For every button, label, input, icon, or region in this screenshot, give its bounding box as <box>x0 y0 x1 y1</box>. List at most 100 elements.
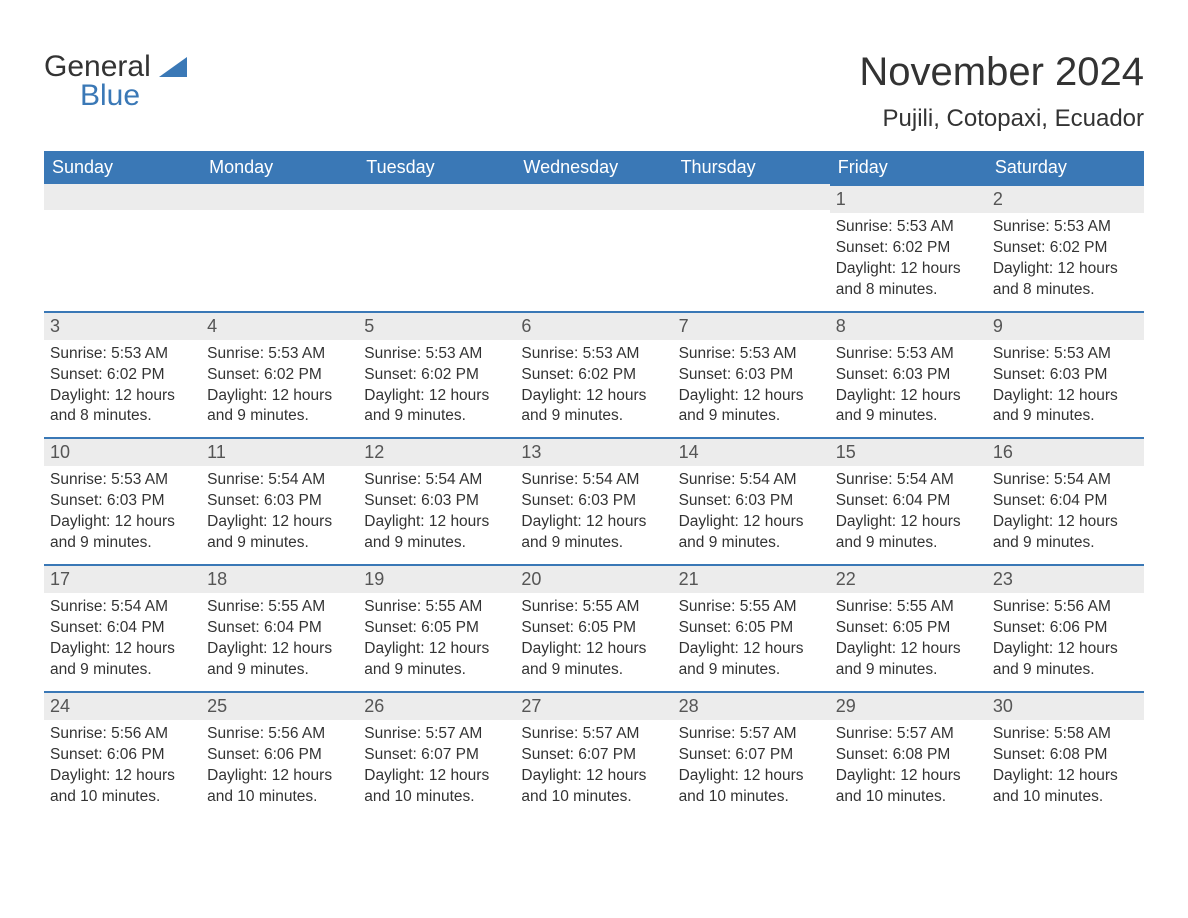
dl1-text: Daylight: 12 hours <box>521 386 666 407</box>
dl2-text: and 9 minutes. <box>679 660 824 681</box>
sunrise-text: Sunrise: 5:53 AM <box>836 217 981 238</box>
brand-text-2: Blue <box>80 79 187 113</box>
sunset-text: Sunset: 6:03 PM <box>679 365 824 386</box>
sunrise-text: Sunrise: 5:55 AM <box>679 597 824 618</box>
day-details: Sunrise: 5:54 AMSunset: 6:03 PMDaylight:… <box>358 466 515 554</box>
date-number: 10 <box>44 437 201 466</box>
sunset-text: Sunset: 6:02 PM <box>836 238 981 259</box>
calendar-cell: 15Sunrise: 5:54 AMSunset: 6:04 PMDayligh… <box>830 427 987 554</box>
calendar-cell <box>44 184 201 301</box>
sunrise-text: Sunrise: 5:53 AM <box>364 344 509 365</box>
date-number: 30 <box>987 691 1144 720</box>
date-number: 9 <box>987 311 1144 340</box>
sunrise-text: Sunrise: 5:58 AM <box>993 724 1138 745</box>
sunset-text: Sunset: 6:03 PM <box>836 365 981 386</box>
sunrise-text: Sunrise: 5:55 AM <box>207 597 352 618</box>
day-header: Thursday <box>673 151 830 184</box>
date-number: 6 <box>515 311 672 340</box>
dl1-text: Daylight: 12 hours <box>50 766 195 787</box>
calendar-cell: 14Sunrise: 5:54 AMSunset: 6:03 PMDayligh… <box>673 427 830 554</box>
brand-text-1: General <box>44 50 151 83</box>
calendar-cell <box>673 184 830 301</box>
dl1-text: Daylight: 12 hours <box>993 259 1138 280</box>
dl1-text: Daylight: 12 hours <box>679 639 824 660</box>
date-number: 23 <box>987 564 1144 593</box>
sunset-text: Sunset: 6:02 PM <box>364 365 509 386</box>
day-details: Sunrise: 5:53 AMSunset: 6:02 PMDaylight:… <box>358 340 515 428</box>
dl2-text: and 10 minutes. <box>993 787 1138 808</box>
date-number: 18 <box>201 564 358 593</box>
dl2-text: and 9 minutes. <box>993 406 1138 427</box>
sunrise-text: Sunrise: 5:53 AM <box>50 470 195 491</box>
day-details: Sunrise: 5:56 AMSunset: 6:06 PMDaylight:… <box>987 593 1144 681</box>
date-number: 8 <box>830 311 987 340</box>
calendar-cell <box>515 184 672 301</box>
dl2-text: and 9 minutes. <box>207 660 352 681</box>
dl1-text: Daylight: 12 hours <box>364 386 509 407</box>
day-details: Sunrise: 5:54 AMSunset: 6:04 PMDaylight:… <box>987 466 1144 554</box>
sunrise-text: Sunrise: 5:56 AM <box>207 724 352 745</box>
date-number: 12 <box>358 437 515 466</box>
sunset-text: Sunset: 6:04 PM <box>836 491 981 512</box>
dl2-text: and 10 minutes. <box>50 787 195 808</box>
sunrise-text: Sunrise: 5:53 AM <box>993 217 1138 238</box>
calendar-cell: 12Sunrise: 5:54 AMSunset: 6:03 PMDayligh… <box>358 427 515 554</box>
calendar-cell: 23Sunrise: 5:56 AMSunset: 6:06 PMDayligh… <box>987 554 1144 681</box>
calendar-cell: 13Sunrise: 5:54 AMSunset: 6:03 PMDayligh… <box>515 427 672 554</box>
sunset-text: Sunset: 6:02 PM <box>521 365 666 386</box>
date-number: 7 <box>673 311 830 340</box>
dl1-text: Daylight: 12 hours <box>207 386 352 407</box>
date-number: 29 <box>830 691 987 720</box>
sunrise-text: Sunrise: 5:57 AM <box>364 724 509 745</box>
dl2-text: and 9 minutes. <box>364 660 509 681</box>
day-details: Sunrise: 5:55 AMSunset: 6:04 PMDaylight:… <box>201 593 358 681</box>
dl1-text: Daylight: 12 hours <box>207 766 352 787</box>
date-number: 27 <box>515 691 672 720</box>
sunrise-text: Sunrise: 5:53 AM <box>836 344 981 365</box>
dl1-text: Daylight: 12 hours <box>207 512 352 533</box>
dl2-text: and 9 minutes. <box>364 533 509 554</box>
sunset-text: Sunset: 6:03 PM <box>679 491 824 512</box>
day-details: Sunrise: 5:53 AMSunset: 6:03 PMDaylight:… <box>830 340 987 428</box>
date-number: 16 <box>987 437 1144 466</box>
day-header: Saturday <box>987 151 1144 184</box>
day-header: Friday <box>830 151 987 184</box>
sunrise-text: Sunrise: 5:57 AM <box>836 724 981 745</box>
sunset-text: Sunset: 6:03 PM <box>993 365 1138 386</box>
dl1-text: Daylight: 12 hours <box>521 512 666 533</box>
date-number: 26 <box>358 691 515 720</box>
sunset-text: Sunset: 6:07 PM <box>364 745 509 766</box>
calendar-cell: 22Sunrise: 5:55 AMSunset: 6:05 PMDayligh… <box>830 554 987 681</box>
day-header: Sunday <box>44 151 201 184</box>
dl1-text: Daylight: 12 hours <box>836 766 981 787</box>
dl1-text: Daylight: 12 hours <box>836 386 981 407</box>
dl2-text: and 9 minutes. <box>521 533 666 554</box>
date-number: 2 <box>987 184 1144 213</box>
brand-logo: General Blue <box>44 50 187 113</box>
day-details: Sunrise: 5:53 AMSunset: 6:02 PMDaylight:… <box>44 340 201 428</box>
sunrise-text: Sunrise: 5:53 AM <box>679 344 824 365</box>
empty-date-bar <box>673 184 830 210</box>
calendar-cell: 20Sunrise: 5:55 AMSunset: 6:05 PMDayligh… <box>515 554 672 681</box>
sunrise-text: Sunrise: 5:55 AM <box>364 597 509 618</box>
dl1-text: Daylight: 12 hours <box>364 512 509 533</box>
sunrise-text: Sunrise: 5:54 AM <box>836 470 981 491</box>
sunrise-text: Sunrise: 5:56 AM <box>993 597 1138 618</box>
calendar-cell: 28Sunrise: 5:57 AMSunset: 6:07 PMDayligh… <box>673 681 830 808</box>
calendar-cell: 16Sunrise: 5:54 AMSunset: 6:04 PMDayligh… <box>987 427 1144 554</box>
date-number: 15 <box>830 437 987 466</box>
dl1-text: Daylight: 12 hours <box>521 639 666 660</box>
sunset-text: Sunset: 6:07 PM <box>521 745 666 766</box>
day-details: Sunrise: 5:53 AMSunset: 6:02 PMDaylight:… <box>201 340 358 428</box>
dl2-text: and 10 minutes. <box>679 787 824 808</box>
calendar-cell: 30Sunrise: 5:58 AMSunset: 6:08 PMDayligh… <box>987 681 1144 808</box>
day-details: Sunrise: 5:53 AMSunset: 6:03 PMDaylight:… <box>44 466 201 554</box>
calendar-cell <box>201 184 358 301</box>
dl1-text: Daylight: 12 hours <box>207 639 352 660</box>
empty-date-bar <box>201 184 358 210</box>
sunset-text: Sunset: 6:08 PM <box>993 745 1138 766</box>
calendar-cell: 2Sunrise: 5:53 AMSunset: 6:02 PMDaylight… <box>987 184 1144 301</box>
sunrise-text: Sunrise: 5:54 AM <box>679 470 824 491</box>
sunset-text: Sunset: 6:03 PM <box>521 491 666 512</box>
dl2-text: and 9 minutes. <box>993 533 1138 554</box>
